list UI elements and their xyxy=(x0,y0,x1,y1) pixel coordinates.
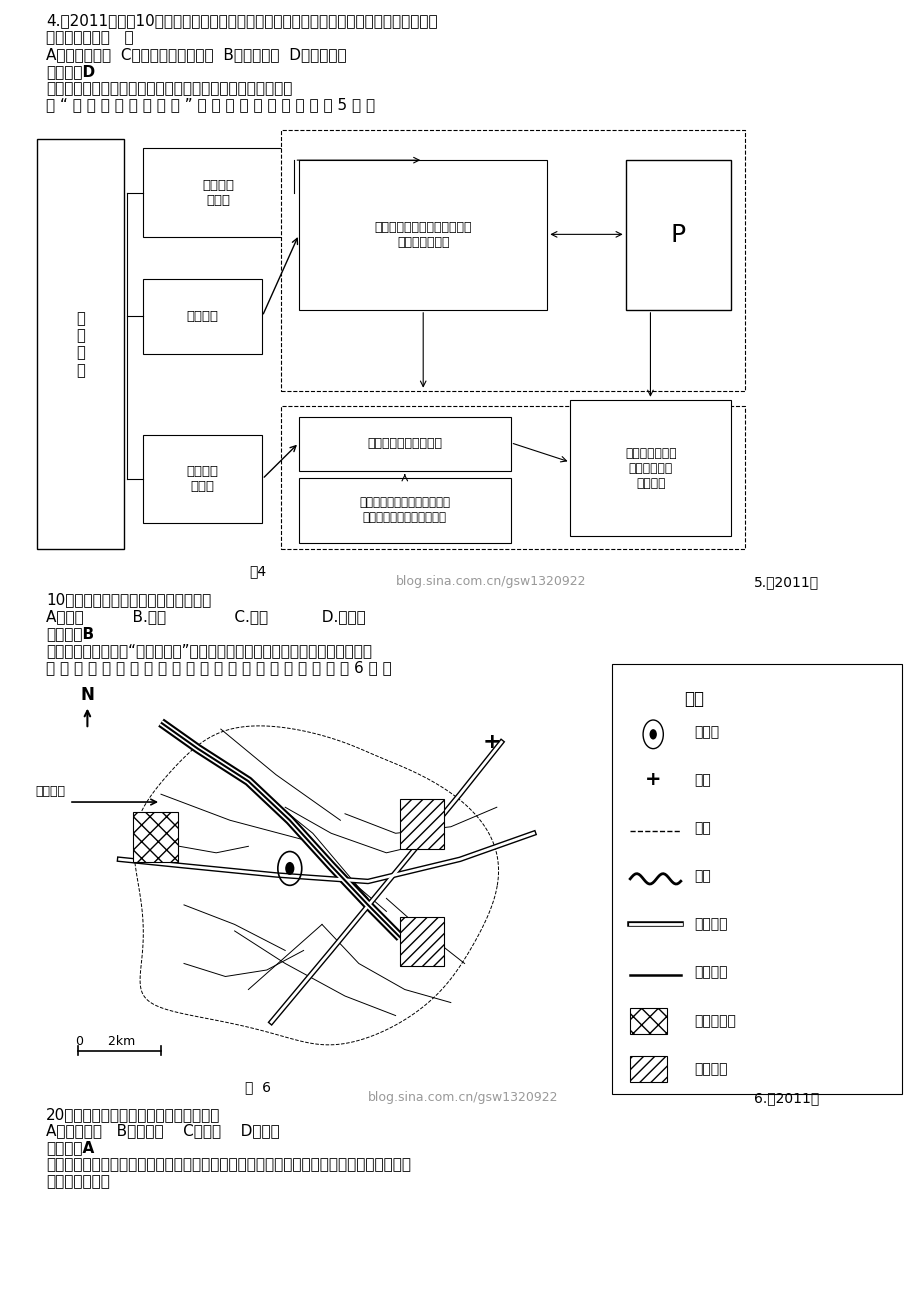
FancyBboxPatch shape xyxy=(142,279,262,354)
Text: 【解析】由图可知，该城市新工业区附近有高速公路，因此该城市新工业区的区位优势在于: 【解析】由图可知，该城市新工业区附近有高速公路，因此该城市新工业区的区位优势在于 xyxy=(46,1157,411,1173)
Text: 位因素是接近（   ）: 位因素是接近（ ） xyxy=(46,30,133,46)
FancyBboxPatch shape xyxy=(280,406,744,549)
Text: A．劳动力市场  C．技术条件好的企业  B．消费市场  D．原料产地: A．劳动力市场 C．技术条件好的企业 B．消费市场 D．原料产地 xyxy=(46,47,346,62)
Bar xyxy=(133,812,177,862)
Text: 4.（2011地理，10）主导区位因素在工业区位选择中起决定作用。水产品加工业的主导区: 4.（2011地理，10）主导区位因素在工业区位选择中起决定作用。水产品加工业的… xyxy=(46,13,437,29)
Text: 汽车制造: 汽车制造 xyxy=(187,310,218,323)
Text: 图4: 图4 xyxy=(249,564,266,578)
FancyBboxPatch shape xyxy=(570,400,731,536)
Text: 机场: 机场 xyxy=(694,773,710,786)
Circle shape xyxy=(649,729,656,740)
Text: 盛行风向: 盛行风向 xyxy=(35,785,65,798)
Text: 整车制造（铸、锻、热、焊、
冲压、电镖等）: 整车制造（铸、锻、热、焊、 冲压、电镖等） xyxy=(374,221,471,249)
Text: 【答案】A: 【答案】A xyxy=(46,1141,94,1156)
Text: blog.sina.com.cn/gsw1320922: blog.sina.com.cn/gsw1320922 xyxy=(368,1091,558,1104)
Text: 销售（整车及零部件）: 销售（整车及零部件） xyxy=(367,437,442,450)
Text: 服务（保养、维修、金融、保
险、广告、加油、停车等）: 服务（保养、维修、金融、保 险、广告、加油、停车等） xyxy=(359,496,449,525)
Text: 【答案】B: 【答案】B xyxy=(46,626,94,642)
FancyBboxPatch shape xyxy=(299,417,510,471)
Text: 图例: 图例 xyxy=(684,690,704,708)
Text: 10）影响汽车服务业布局的主导因素是: 10）影响汽车服务业布局的主导因素是 xyxy=(46,592,211,608)
Text: 6.（2011，: 6.（2011， xyxy=(754,1091,819,1105)
Text: P: P xyxy=(670,223,686,247)
Text: 20）该城市新工业区的区位优势在于接近: 20）该城市新工业区的区位优势在于接近 xyxy=(46,1107,221,1122)
Text: 市中心: 市中心 xyxy=(694,725,719,738)
Bar xyxy=(400,917,444,966)
Bar xyxy=(630,1056,666,1082)
Text: 【答案】D: 【答案】D xyxy=(46,64,95,79)
FancyBboxPatch shape xyxy=(299,478,510,543)
Text: 主要公路: 主要公路 xyxy=(694,966,727,979)
Text: 汽车研发
与设计: 汽车研发 与设计 xyxy=(202,178,234,207)
Text: A．原料          B.市场              C.动力           D.劳动力: A．原料 B.市场 C.动力 D.劳动力 xyxy=(46,609,366,625)
Text: 【解析】水产品易腔烂变质，因此其加工厂应接近原料产地。: 【解析】水产品易腔烂变质，因此其加工厂应接近原料产地。 xyxy=(46,81,292,96)
Text: 新工业区: 新工业区 xyxy=(694,1062,727,1075)
Text: 图  6: 图 6 xyxy=(244,1081,270,1095)
Bar xyxy=(630,1008,666,1034)
Text: 高速公路: 高速公路 xyxy=(694,918,727,931)
FancyBboxPatch shape xyxy=(625,160,731,310)
Text: 下 图 示 意 某 城 市 交 通 、 工 业 区 的 分 布 。 读 图 ， 完 成 6 题 。: 下 图 示 意 某 城 市 交 通 、 工 业 区 的 分 布 。 读 图 ， … xyxy=(46,660,391,676)
Bar xyxy=(611,664,901,1094)
FancyBboxPatch shape xyxy=(142,148,294,237)
Bar xyxy=(400,799,444,849)
Text: 市界: 市界 xyxy=(694,822,710,835)
FancyBboxPatch shape xyxy=(142,435,262,523)
Text: +: + xyxy=(482,732,501,753)
Text: 接近高速公路。: 接近高速公路。 xyxy=(46,1174,109,1190)
Text: 读 “ 汽 车 产 业 链 结 构 图 ” ， 结 合 所 学 知 识 ， 完 成 5 题 。: 读 “ 汽 车 产 业 链 结 构 图 ” ， 结 合 所 学 知 识 ， 完 … xyxy=(46,98,375,113)
Text: +: + xyxy=(644,771,661,789)
Text: 传统工业区: 传统工业区 xyxy=(694,1014,736,1027)
Text: 汽
车
产
业: 汽 车 产 业 xyxy=(76,311,85,378)
FancyBboxPatch shape xyxy=(37,139,124,549)
Circle shape xyxy=(285,862,294,875)
Text: 运河: 运河 xyxy=(694,870,710,883)
FancyBboxPatch shape xyxy=(299,160,547,310)
Text: 【解析】抓住关键词“汽车服务业”可知，影响汽车服务业布局的主导因素市场。: 【解析】抓住关键词“汽车服务业”可知，影响汽车服务业布局的主导因素市场。 xyxy=(46,643,371,659)
Text: N: N xyxy=(80,686,95,704)
Text: A．高速公路   B．市中心    C．运河    D．机场: A．高速公路 B．市中心 C．运河 D．机场 xyxy=(46,1124,279,1139)
Text: 5.（2011，: 5.（2011， xyxy=(754,575,819,590)
FancyBboxPatch shape xyxy=(280,130,744,391)
Text: 文化业（展览、
博览、体育、
旅游等）: 文化业（展览、 博览、体育、 旅游等） xyxy=(624,447,676,490)
Text: 汽车销售
与服务: 汽车销售 与服务 xyxy=(187,465,218,493)
Text: blog.sina.com.cn/gsw1320922: blog.sina.com.cn/gsw1320922 xyxy=(395,575,585,589)
Text: 0      2km: 0 2km xyxy=(76,1035,135,1048)
